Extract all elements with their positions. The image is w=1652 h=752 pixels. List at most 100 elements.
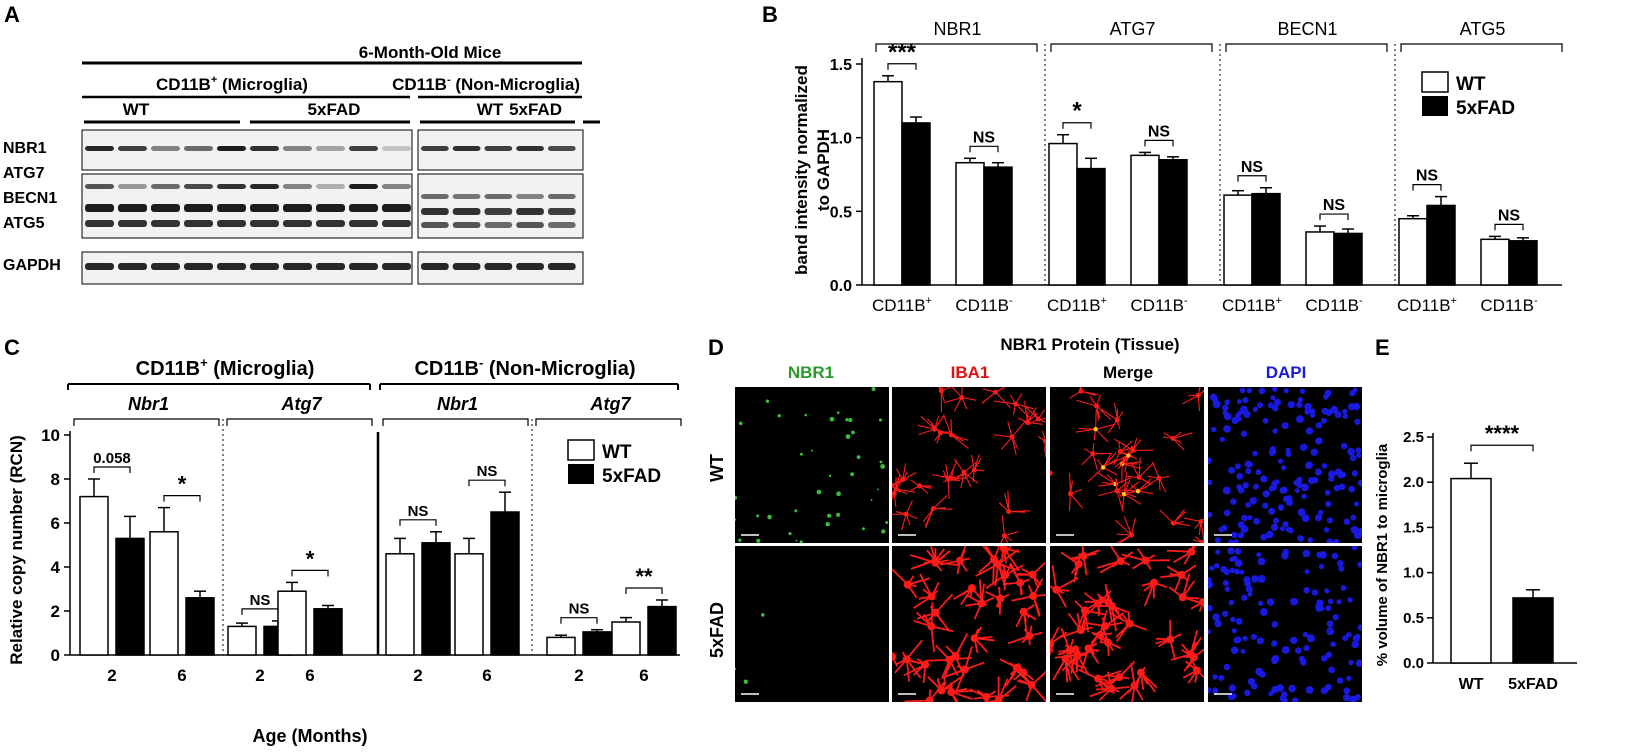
dapi-nucleus xyxy=(1315,604,1323,612)
fluorescence-image xyxy=(892,546,1046,702)
dapi-nucleus xyxy=(1304,402,1312,411)
dapi-nucleus xyxy=(1301,514,1310,523)
nbr1-puncta xyxy=(880,464,886,469)
blot-band xyxy=(85,220,114,227)
significance-bracket xyxy=(1319,213,1349,221)
blot-band xyxy=(250,220,279,227)
c-bar xyxy=(313,608,343,656)
panel-a: A 6-Month-Old Mice CD11B+ (Microglia) CD… xyxy=(3,2,600,285)
significance-label: * xyxy=(1072,98,1082,125)
microglia-process xyxy=(1070,546,1100,576)
dapi-nucleus xyxy=(1234,548,1242,555)
e-x-tick-label: 5xFAD xyxy=(1508,676,1558,693)
dapi-nucleus xyxy=(1325,605,1332,612)
dapi-nucleus xyxy=(1214,619,1222,628)
blot-band xyxy=(484,222,513,228)
blot-band xyxy=(452,194,481,199)
c-gene-bracket xyxy=(226,418,373,426)
microglia-process xyxy=(1076,394,1112,421)
microglia-process xyxy=(925,644,972,681)
dapi-nucleus xyxy=(1321,462,1328,469)
b-legend-wt: WT xyxy=(1456,74,1486,95)
c-bar xyxy=(277,590,307,656)
b-x-tick-label: CD11B- xyxy=(1480,295,1538,315)
dapi-nucleus xyxy=(1347,447,1355,456)
dapi-nucleus xyxy=(1267,402,1274,409)
microglia-process xyxy=(1096,546,1134,574)
significance-bracket xyxy=(969,145,999,153)
dapi-nucleus xyxy=(1272,428,1278,434)
dapi-nucleus xyxy=(1305,427,1314,435)
panel-d: D NBR1 Protein (Tissue) NBR1 IBA1 Merge … xyxy=(707,335,1362,702)
c-bar xyxy=(647,605,677,656)
nbr1-puncta xyxy=(760,613,765,617)
dapi-nucleus xyxy=(1242,635,1248,642)
dapi-nucleus xyxy=(1338,565,1345,572)
dapi-nucleus xyxy=(1260,475,1268,483)
dapi-nucleus xyxy=(1260,533,1268,541)
dapi-nucleus xyxy=(1249,497,1258,505)
fluorescence-image xyxy=(892,387,1046,543)
c-legend-wt: WT xyxy=(602,442,632,463)
significance-bracket xyxy=(887,63,917,70)
microglia-process xyxy=(973,626,995,654)
blot-band xyxy=(118,146,147,151)
c-bar xyxy=(582,631,612,656)
significance-label: NS xyxy=(1416,168,1439,185)
dapi-nucleus xyxy=(1352,402,1361,411)
microglia-process xyxy=(1155,620,1182,661)
dapi-nucleus xyxy=(1356,452,1362,459)
dapi-nucleus xyxy=(1325,683,1332,691)
dapi-nucleus xyxy=(1236,472,1244,480)
dapi-nucleus xyxy=(1351,546,1358,551)
microglia-process xyxy=(922,495,953,529)
microglia-process xyxy=(941,646,985,694)
microglia-process xyxy=(1160,564,1197,592)
dapi-nucleus xyxy=(1311,476,1319,484)
nbr1-puncta xyxy=(777,414,781,418)
dapi-nucleus xyxy=(1215,549,1221,555)
blot-band xyxy=(316,184,345,189)
nbr1-puncta xyxy=(878,418,883,422)
dapi-nucleus xyxy=(1283,388,1289,394)
dapi-nucleus xyxy=(1270,395,1276,401)
significance-bracket xyxy=(1144,139,1174,147)
image-background xyxy=(735,387,889,543)
dapi-nucleus xyxy=(1295,415,1304,424)
blot-band xyxy=(421,208,449,215)
b-group-bracket xyxy=(1050,43,1213,52)
nbr1-puncta xyxy=(804,413,808,417)
nbr1-puncta xyxy=(850,472,855,477)
dapi-nucleus xyxy=(1342,635,1349,642)
significance-label: NS xyxy=(250,592,271,609)
fluorescence-image xyxy=(1050,546,1204,702)
dapi-nucleus xyxy=(1230,646,1239,655)
nbr1-puncta xyxy=(735,667,737,671)
dapi-nucleus xyxy=(1326,517,1334,524)
dapi-nucleus xyxy=(1239,387,1246,394)
microglia-process xyxy=(910,549,960,572)
significance-bracket xyxy=(1470,444,1534,452)
chart-c: 0 2 4 6 8 10 Nbr1 Atg7 Nbr1 Atg7 0.058 2 * 6 NS 2 * 6 NS 2 N… xyxy=(41,383,682,685)
chart-e: 0.0 0.5 1.0 1.5 2.0 2.5 WT 5xFAD **** xyxy=(1403,421,1577,693)
dapi-nucleus xyxy=(1256,637,1264,645)
dapi-nucleus xyxy=(1234,463,1241,470)
dapi-nucleus xyxy=(1245,502,1251,508)
dapi-nucleus xyxy=(1234,636,1242,644)
dapi-nucleus xyxy=(1247,515,1253,521)
dapi-nucleus xyxy=(1208,479,1213,486)
dapi-nucleus xyxy=(1314,514,1323,522)
b-bar xyxy=(1398,217,1428,286)
image-background xyxy=(735,546,889,702)
microglia-process xyxy=(1126,457,1154,485)
c-x-tick-label: 2 xyxy=(574,666,583,685)
dapi-nucleus xyxy=(1230,616,1236,623)
dapi-nucleus xyxy=(1286,495,1293,502)
microglia-process xyxy=(1168,573,1204,605)
b-ylabel-2: to GAPDH xyxy=(814,129,833,211)
dapi-nucleus xyxy=(1336,599,1342,605)
dapi-nucleus xyxy=(1321,655,1328,662)
microglia-process xyxy=(993,420,1027,456)
microglia-process xyxy=(1113,440,1137,465)
blot-membrane xyxy=(417,173,584,239)
